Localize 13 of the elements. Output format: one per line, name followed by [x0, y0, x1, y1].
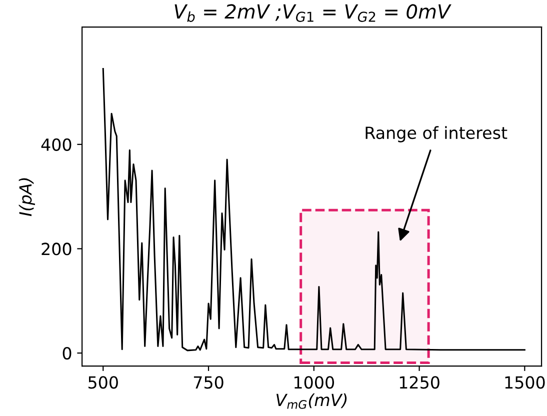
line-series — [102, 68, 526, 352]
x-axis-title: V$_{mG}$(mV) — [276, 393, 347, 409]
x-tick-label: 1000 — [294, 376, 334, 389]
annotation: Range of interest — [366, 126, 508, 142]
x-tick-label: 500 — [88, 376, 118, 389]
y-tick-label: 400 — [41, 138, 72, 151]
chart-title: V$_{b}$ = 2mV ;V$_{G1}$ = V$_{G2}$ = 0mV — [174, 4, 452, 22]
x-tick-label: 750 — [194, 376, 224, 389]
x-tick-label: 1500 — [505, 376, 545, 389]
y-tick-label: 0 — [62, 347, 72, 360]
y-axis-title: I(pA) — [18, 178, 35, 216]
x-tick-label: 1250 — [400, 376, 440, 389]
y-tick-label: 200 — [42, 242, 72, 256]
